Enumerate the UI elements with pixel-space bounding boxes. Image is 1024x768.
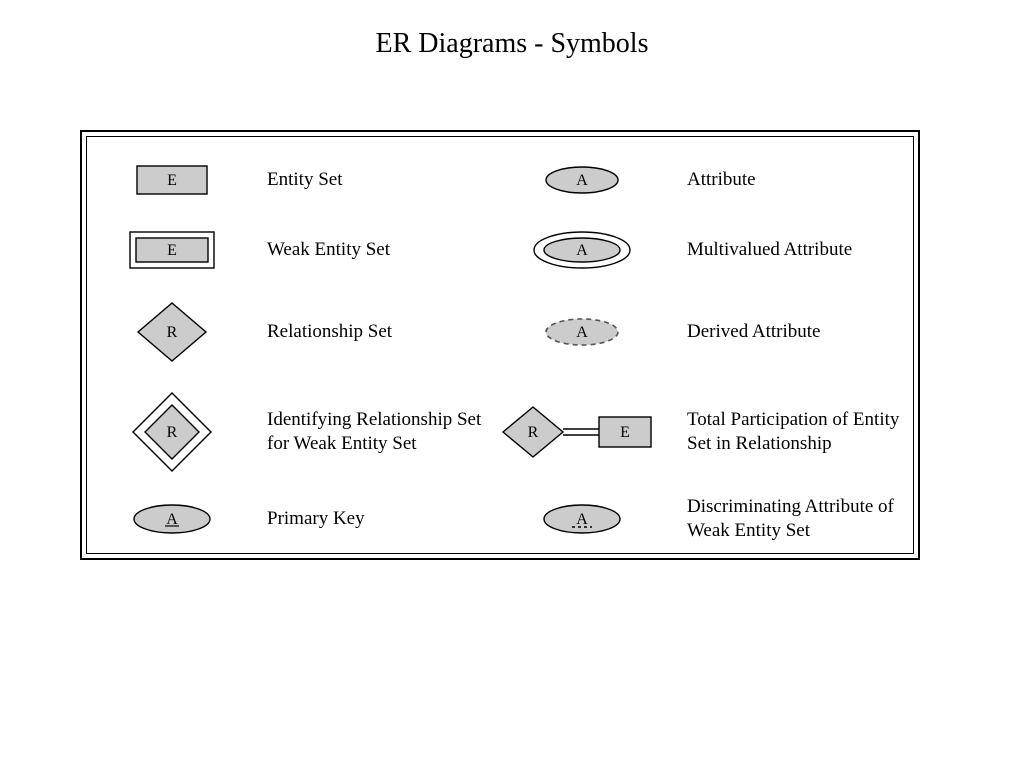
symbol-relationship-set: R	[87, 297, 247, 367]
symbol-weak-entity-set: E	[87, 228, 247, 272]
label-primary-key: Primary Key	[247, 507, 487, 531]
legend-row: R Identifying Relationship Set for Weak …	[87, 382, 913, 482]
weak-entity-letter: E	[167, 242, 177, 259]
label-relationship-set: Relationship Set	[247, 320, 487, 344]
label-total-participation: Total Participation of Entity Set in Rel…	[677, 408, 913, 456]
legend-row: A Primary Key A Discriminating Attribute…	[87, 489, 913, 549]
total-part-r-letter: R	[528, 424, 539, 441]
symbol-derived-attribute: A	[487, 315, 677, 349]
entity-set-letter: E	[167, 172, 177, 189]
label-attribute: Attribute	[677, 168, 913, 192]
label-discriminating-attribute: Discriminating Attribute of Weak Entity …	[677, 495, 913, 543]
label-derived-attribute: Derived Attribute	[677, 320, 913, 344]
page-title: ER Diagrams - Symbols	[0, 28, 1024, 60]
symbol-multivalued-attribute: A	[487, 228, 677, 272]
derived-letter: A	[576, 324, 588, 341]
label-identifying-relationship: Identifying Relationship Set for Weak En…	[247, 408, 487, 456]
legend-row: E Entity Set A Attribute	[87, 155, 913, 205]
symbol-identifying-relationship: R	[87, 387, 247, 477]
legend-frame: E Entity Set A Attribute	[80, 130, 920, 560]
multivalued-letter: A	[576, 242, 588, 259]
total-part-e-letter: E	[620, 424, 630, 441]
label-multivalued-attribute: Multivalued Attribute	[677, 238, 913, 262]
identifying-rel-letter: R	[167, 424, 178, 441]
symbol-entity-set: E	[87, 160, 247, 200]
label-weak-entity-set: Weak Entity Set	[247, 238, 487, 262]
label-entity-set: Entity Set	[247, 168, 487, 192]
discriminating-letter: A	[576, 511, 588, 528]
attribute-letter: A	[576, 172, 588, 189]
symbol-attribute: A	[487, 163, 677, 197]
symbol-total-participation: R E	[487, 397, 677, 467]
legend-row: E Weak Entity Set A Multivalued Attribut…	[87, 225, 913, 275]
relationship-letter: R	[167, 324, 178, 341]
page: ER Diagrams - Symbols E Entity Set A	[0, 0, 1024, 768]
legend-row: R Relationship Set A Derived Attribute	[87, 297, 913, 367]
legend-frame-inner: E Entity Set A Attribute	[86, 136, 914, 554]
symbol-primary-key: A	[87, 501, 247, 537]
symbol-discriminating-attribute: A	[487, 501, 677, 537]
